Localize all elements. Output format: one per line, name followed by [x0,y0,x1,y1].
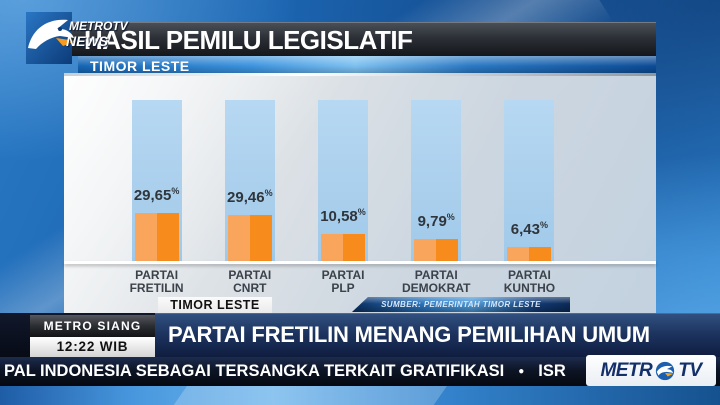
category-line1: PARTAI [414,268,458,282]
bar-value-unit: % [540,220,549,230]
bottom-strip-sheen [165,386,455,405]
headline-banner: PARTAI FRETILIN MENANG PEMILIHAN UMUM [155,313,720,357]
category-label: PARTAI FRETILIN [110,269,203,294]
category-line2: DEMOKRAT [401,280,471,295]
chart-category-labels: PARTAI FRETILIN PARTAI CNRT PARTAI PLP P… [110,269,576,294]
logo-line2-text: NEWS [66,33,109,49]
bar [134,213,179,261]
bar [414,239,459,261]
program-name-badge: METRO SIANG [30,315,155,337]
ticker-next-text: ISR [538,362,566,380]
bar-value-number: 29,65 [133,187,172,204]
category-label: PARTAI DEMOKRAT [390,269,483,294]
chart-title: HASIL PEMILU LEGISLATIF [84,25,413,55]
metrotv-wordmark-right: TV [678,359,702,381]
location-tag: TIMOR LESTE [158,297,272,314]
eagle-icon: METROTV NEWS [26,12,129,64]
bar-value-label: 29,65% [110,186,203,204]
logo-line1-text: METROTV [69,19,129,33]
metrotv-globe-icon [656,361,675,380]
category-line1: PARTAI [228,268,272,282]
chart-column: 10,58% [296,76,389,261]
chart-column: 29,46% [203,76,296,261]
category-line2: CNRT [233,280,267,295]
bar-value-unit: % [357,207,366,217]
headline-text: PARTAI FRETILIN MENANG PEMILIHAN UMUM [168,322,650,347]
category-line1: PARTAI [321,268,365,282]
bar-value-label: 6,43% [483,220,576,238]
chart-column: 9,79% [390,76,483,261]
bar-value-label: 9,79% [390,212,483,230]
category-line2: FRETILIN [129,280,184,295]
category-label: PARTAI PLP [296,269,389,294]
chart-column: 29,65% [110,76,203,261]
chart-baseline [64,261,656,264]
bottom-accent-strip [0,386,720,405]
bar-value-unit: % [264,188,273,198]
category-label: PARTAI CNRT [203,269,296,294]
bar-track [411,100,462,261]
category-line1: PARTAI [507,268,551,282]
bar [227,215,272,261]
ticker-text: PAL INDONESIA SEBAGAI TERSANGKA TERKAIT … [4,362,505,380]
bar-value-label: 29,46% [203,188,296,206]
bar-value-unit: % [171,186,180,196]
panel-top-edge [64,73,656,76]
bar-value-number: 29,46 [227,189,265,206]
chart-columns: 29,65% 29,46% 10,58% 9,79% 6,43% [110,76,576,261]
ticker-separator-icon: ● [518,366,525,377]
bar-value-number: 9,79 [417,213,447,230]
time-display: 12:22 WIB [30,337,155,357]
bar [507,247,552,261]
category-line1: PARTAI [135,268,179,282]
metrotv-wordmark-left: METR [600,359,653,381]
bar-value-unit: % [446,212,455,222]
bar-value-number: 6,43 [510,221,540,238]
bar [321,234,365,261]
bar-chart-panel: 29,65% 29,46% 10,58% 9,79% 6,43% PARTAI … [64,76,656,313]
metrotv-logo-box: METR TV [586,355,716,386]
metrotv-news-logo: METROTV NEWS [22,6,140,68]
category-label: PARTAI KUNTHO [483,269,576,294]
chart-subtitle: TIMOR LESTE [90,58,190,74]
chart-title-bar: HASIL PEMILU LEGISLATIF [64,22,656,56]
bar-track [504,100,555,261]
chart-subtitle-bar: TIMOR LESTE [78,56,656,76]
bar-value-number: 10,58 [320,208,358,225]
category-line2: KUNTHO [503,280,556,295]
source-bar: SUMBER: PEMERINTAH TIMOR LESTE [352,297,570,312]
bar-value-label: 10,58% [296,207,389,225]
chart-column: 6,43% [483,76,576,261]
category-line2: PLP [331,280,355,295]
